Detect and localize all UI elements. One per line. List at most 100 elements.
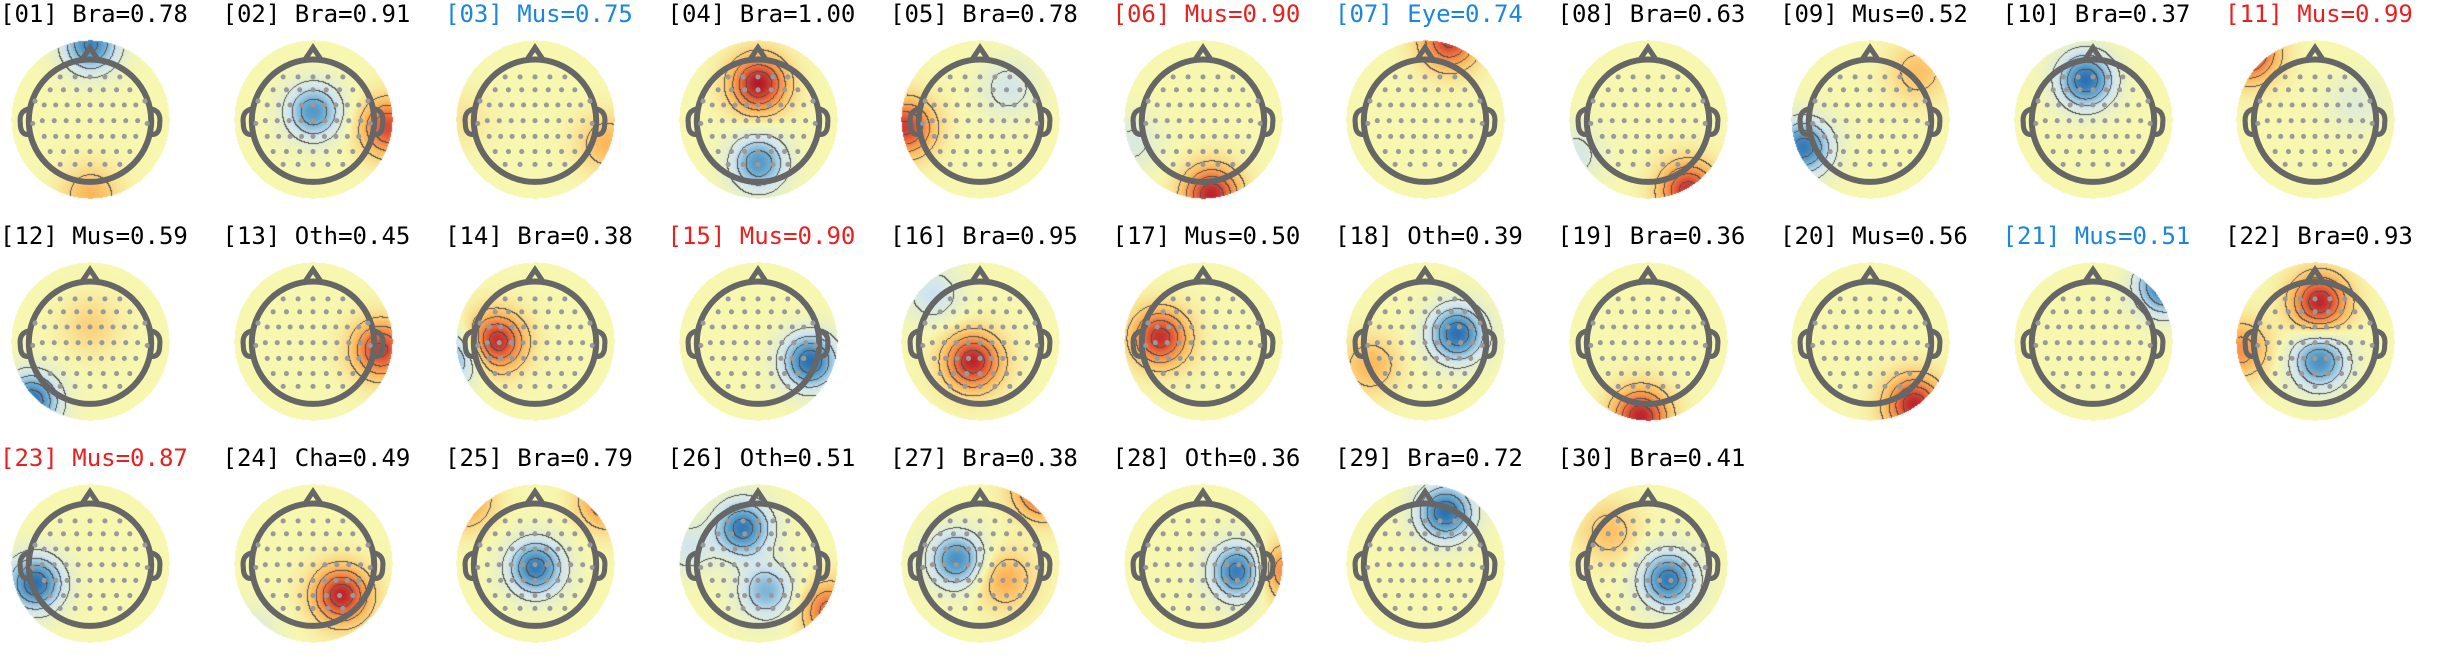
component-label: [30] Bra=0.41 <box>1557 444 1746 472</box>
electrode-dot <box>484 340 490 346</box>
electrode-dot <box>532 340 538 346</box>
electrode-dot <box>76 324 82 330</box>
electrode-dot <box>321 133 327 139</box>
electrode-dot <box>2323 133 2329 139</box>
electrode-dot <box>30 564 36 571</box>
electrode-dot <box>1199 161 1206 168</box>
electrode-dot <box>102 161 108 168</box>
electrode-dot <box>280 74 286 80</box>
electrode-dot <box>1479 342 1485 349</box>
electrode-dot <box>1017 371 1023 377</box>
nose-mark <box>746 487 769 506</box>
electrode-dot <box>2089 383 2096 390</box>
electrode-dot <box>1154 324 1160 330</box>
electrode-dot <box>741 87 747 93</box>
left-ear-mark <box>462 550 476 582</box>
electrode-dot <box>323 531 329 537</box>
electrode-dot <box>498 577 504 583</box>
electrode-dot <box>964 309 970 315</box>
electrode-dot <box>1599 546 1605 552</box>
electrode-dot <box>2285 149 2291 155</box>
head-outline <box>1130 265 1275 407</box>
electrode-dot <box>121 355 127 361</box>
electrode-dot <box>264 133 270 139</box>
head-circle <box>2028 56 2157 185</box>
electrode-dot <box>2075 74 2081 80</box>
electrode-dot <box>1017 149 1023 155</box>
electrode-dot <box>558 593 565 599</box>
right-ear-mark <box>1707 550 1720 582</box>
electrode-dot <box>731 562 737 568</box>
electrode-dot <box>2137 340 2143 346</box>
electrode-dot <box>280 383 286 390</box>
electrode-dot <box>1702 342 1708 349</box>
electrode-dot <box>1867 149 1873 155</box>
electrode-dot <box>1411 355 1417 361</box>
electrode-dot <box>309 531 316 537</box>
electrode-dot <box>1226 87 1232 93</box>
electrode-dot <box>950 531 957 537</box>
electrode-dot <box>1658 371 1664 377</box>
electrode-dot <box>572 531 578 537</box>
electrode-dot <box>1656 340 1662 346</box>
electrode-dot <box>262 118 268 124</box>
electrode-dot <box>286 562 292 568</box>
electrode-dot <box>2312 102 2318 108</box>
electrode-dot <box>1000 102 1006 108</box>
electrode-dot <box>2324 118 2330 124</box>
electrode-dot <box>1915 340 1921 346</box>
electrode-dot <box>2285 371 2291 377</box>
electrode-dot <box>60 593 67 599</box>
electrode-dot <box>802 340 808 346</box>
electrode-dot <box>2034 320 2041 326</box>
electrode-dot <box>781 149 787 155</box>
electrode-dot <box>1879 340 1885 346</box>
electrode-dot <box>2135 102 2141 108</box>
electrode-dot <box>75 562 81 568</box>
electrode-dot <box>1409 531 1415 537</box>
electrode-dot <box>1199 309 1206 315</box>
electrode-dot <box>486 324 492 330</box>
electrode-dot <box>699 320 706 326</box>
electrode-dot <box>1690 324 1696 330</box>
component-label: [13] Oth=0.45 <box>222 222 411 250</box>
electrode-dot <box>477 542 483 548</box>
electrode-dot <box>332 577 338 583</box>
electrode-dot <box>496 340 502 346</box>
electrode-dot <box>1644 324 1651 330</box>
electrode-dot <box>715 149 721 155</box>
electrode-dot <box>1840 309 1847 315</box>
electrode-dot <box>2075 296 2081 302</box>
electrode-dot <box>1644 102 1651 108</box>
electrode-dot <box>1003 149 1010 155</box>
component-label: [06] Mus=0.90 <box>1112 0 1301 28</box>
right-ear-mark <box>1039 106 1053 138</box>
electrode-dot <box>1667 324 1673 330</box>
electrode-dot <box>1239 309 1245 315</box>
electrode-dot <box>1880 309 1886 315</box>
electrode-dot <box>977 355 983 361</box>
electrode-dot <box>60 371 67 377</box>
electrode-dot <box>965 118 971 124</box>
electrode-dot <box>532 546 538 552</box>
topomap-cell: [11] Mus=0.99 <box>2225 0 2425 210</box>
electrode-dot <box>296 531 302 537</box>
electrode-dot <box>1188 133 1194 139</box>
electrode-dot <box>1445 102 1451 108</box>
electrode-dot <box>964 531 970 537</box>
electrode-dot <box>2339 371 2345 377</box>
electrode-dot <box>295 161 301 168</box>
electrode-dot <box>977 562 983 568</box>
electrode-dot <box>790 118 796 124</box>
electrode-dot <box>2089 371 2096 377</box>
electrode-dot <box>135 118 141 124</box>
electrode-dot <box>2342 74 2348 80</box>
electrode-dot <box>2312 324 2318 330</box>
electrode-dot <box>1152 118 1158 124</box>
electrode-dot <box>53 324 59 330</box>
head-circle <box>470 278 600 407</box>
electrode-dot <box>1257 342 1263 349</box>
electrode-dot <box>707 340 713 346</box>
electrode-dot <box>1671 87 1677 93</box>
